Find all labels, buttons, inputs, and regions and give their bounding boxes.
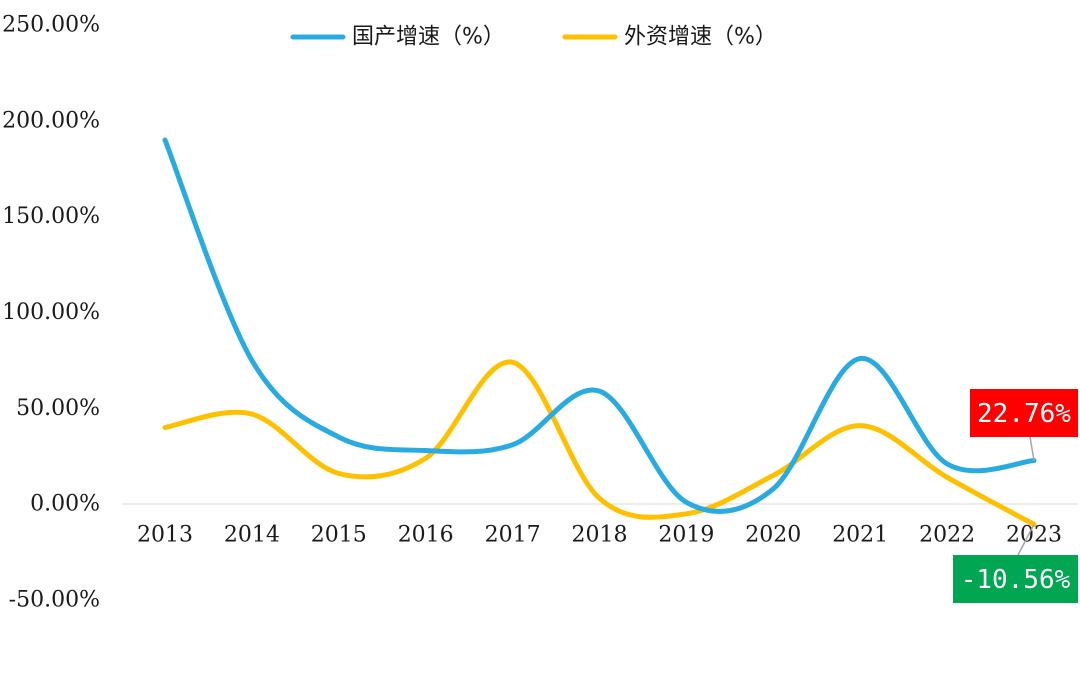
x-tick-label-2020: 2020: [745, 523, 801, 548]
series-line-2: [162, 359, 1037, 527]
callout-box-1: [970, 389, 1078, 437]
legend: 国产增速（%） 外资增速（%）: [290, 25, 777, 50]
callout-leader-1: [1029, 436, 1035, 461]
legend-label-2: 外资增速（%）: [624, 25, 777, 50]
x-tick-label-2017: 2017: [485, 523, 541, 548]
callouts: 22.76% -10.56%: [953, 389, 1078, 603]
x-tick-label-2019: 2019: [658, 523, 714, 548]
y-tick-label-250-00: 250.00%: [2, 13, 100, 38]
x-tick-label-2022: 2022: [919, 523, 975, 548]
y-tick-label-150-00: 150.00%: [2, 204, 100, 229]
legend-label-1: 国产增速（%）: [352, 25, 505, 50]
y-tick-label-100-00: 100.00%: [2, 300, 100, 325]
y-tick-label-50-00: 50.00%: [16, 396, 100, 421]
callout-label-1: 22.76%: [977, 399, 1071, 429]
x-tick-label-2021: 2021: [832, 523, 888, 548]
y-tick-label-200-00: 200.00%: [2, 108, 100, 133]
series-layer: [162, 137, 1037, 527]
x-tick-label-2018: 2018: [572, 523, 628, 548]
series-line-1: [162, 137, 1037, 514]
callout-label-2: -10.56%: [961, 565, 1071, 595]
callout-box-2: [953, 555, 1078, 603]
y-axis-labels: 250.00% 200.00% 150.00% 100.00% 50.00% 0.00% -…: [2, 13, 100, 613]
x-axis-labels: 2013 2014 2015 2016 2017 2018 2019 2020 2021 2022…: [137, 523, 1062, 548]
x-tick-label-2014: 2014: [224, 523, 280, 548]
y-tick-label-0-00: 0.00%: [30, 492, 100, 517]
x-tick-label-2013: 2013: [137, 523, 193, 548]
y-tick-label-50-00: -50.00%: [9, 588, 100, 613]
x-tick-label-2015: 2015: [311, 523, 367, 548]
x-tick-label-2016: 2016: [398, 523, 454, 548]
callout-leader-2: [1017, 524, 1035, 556]
